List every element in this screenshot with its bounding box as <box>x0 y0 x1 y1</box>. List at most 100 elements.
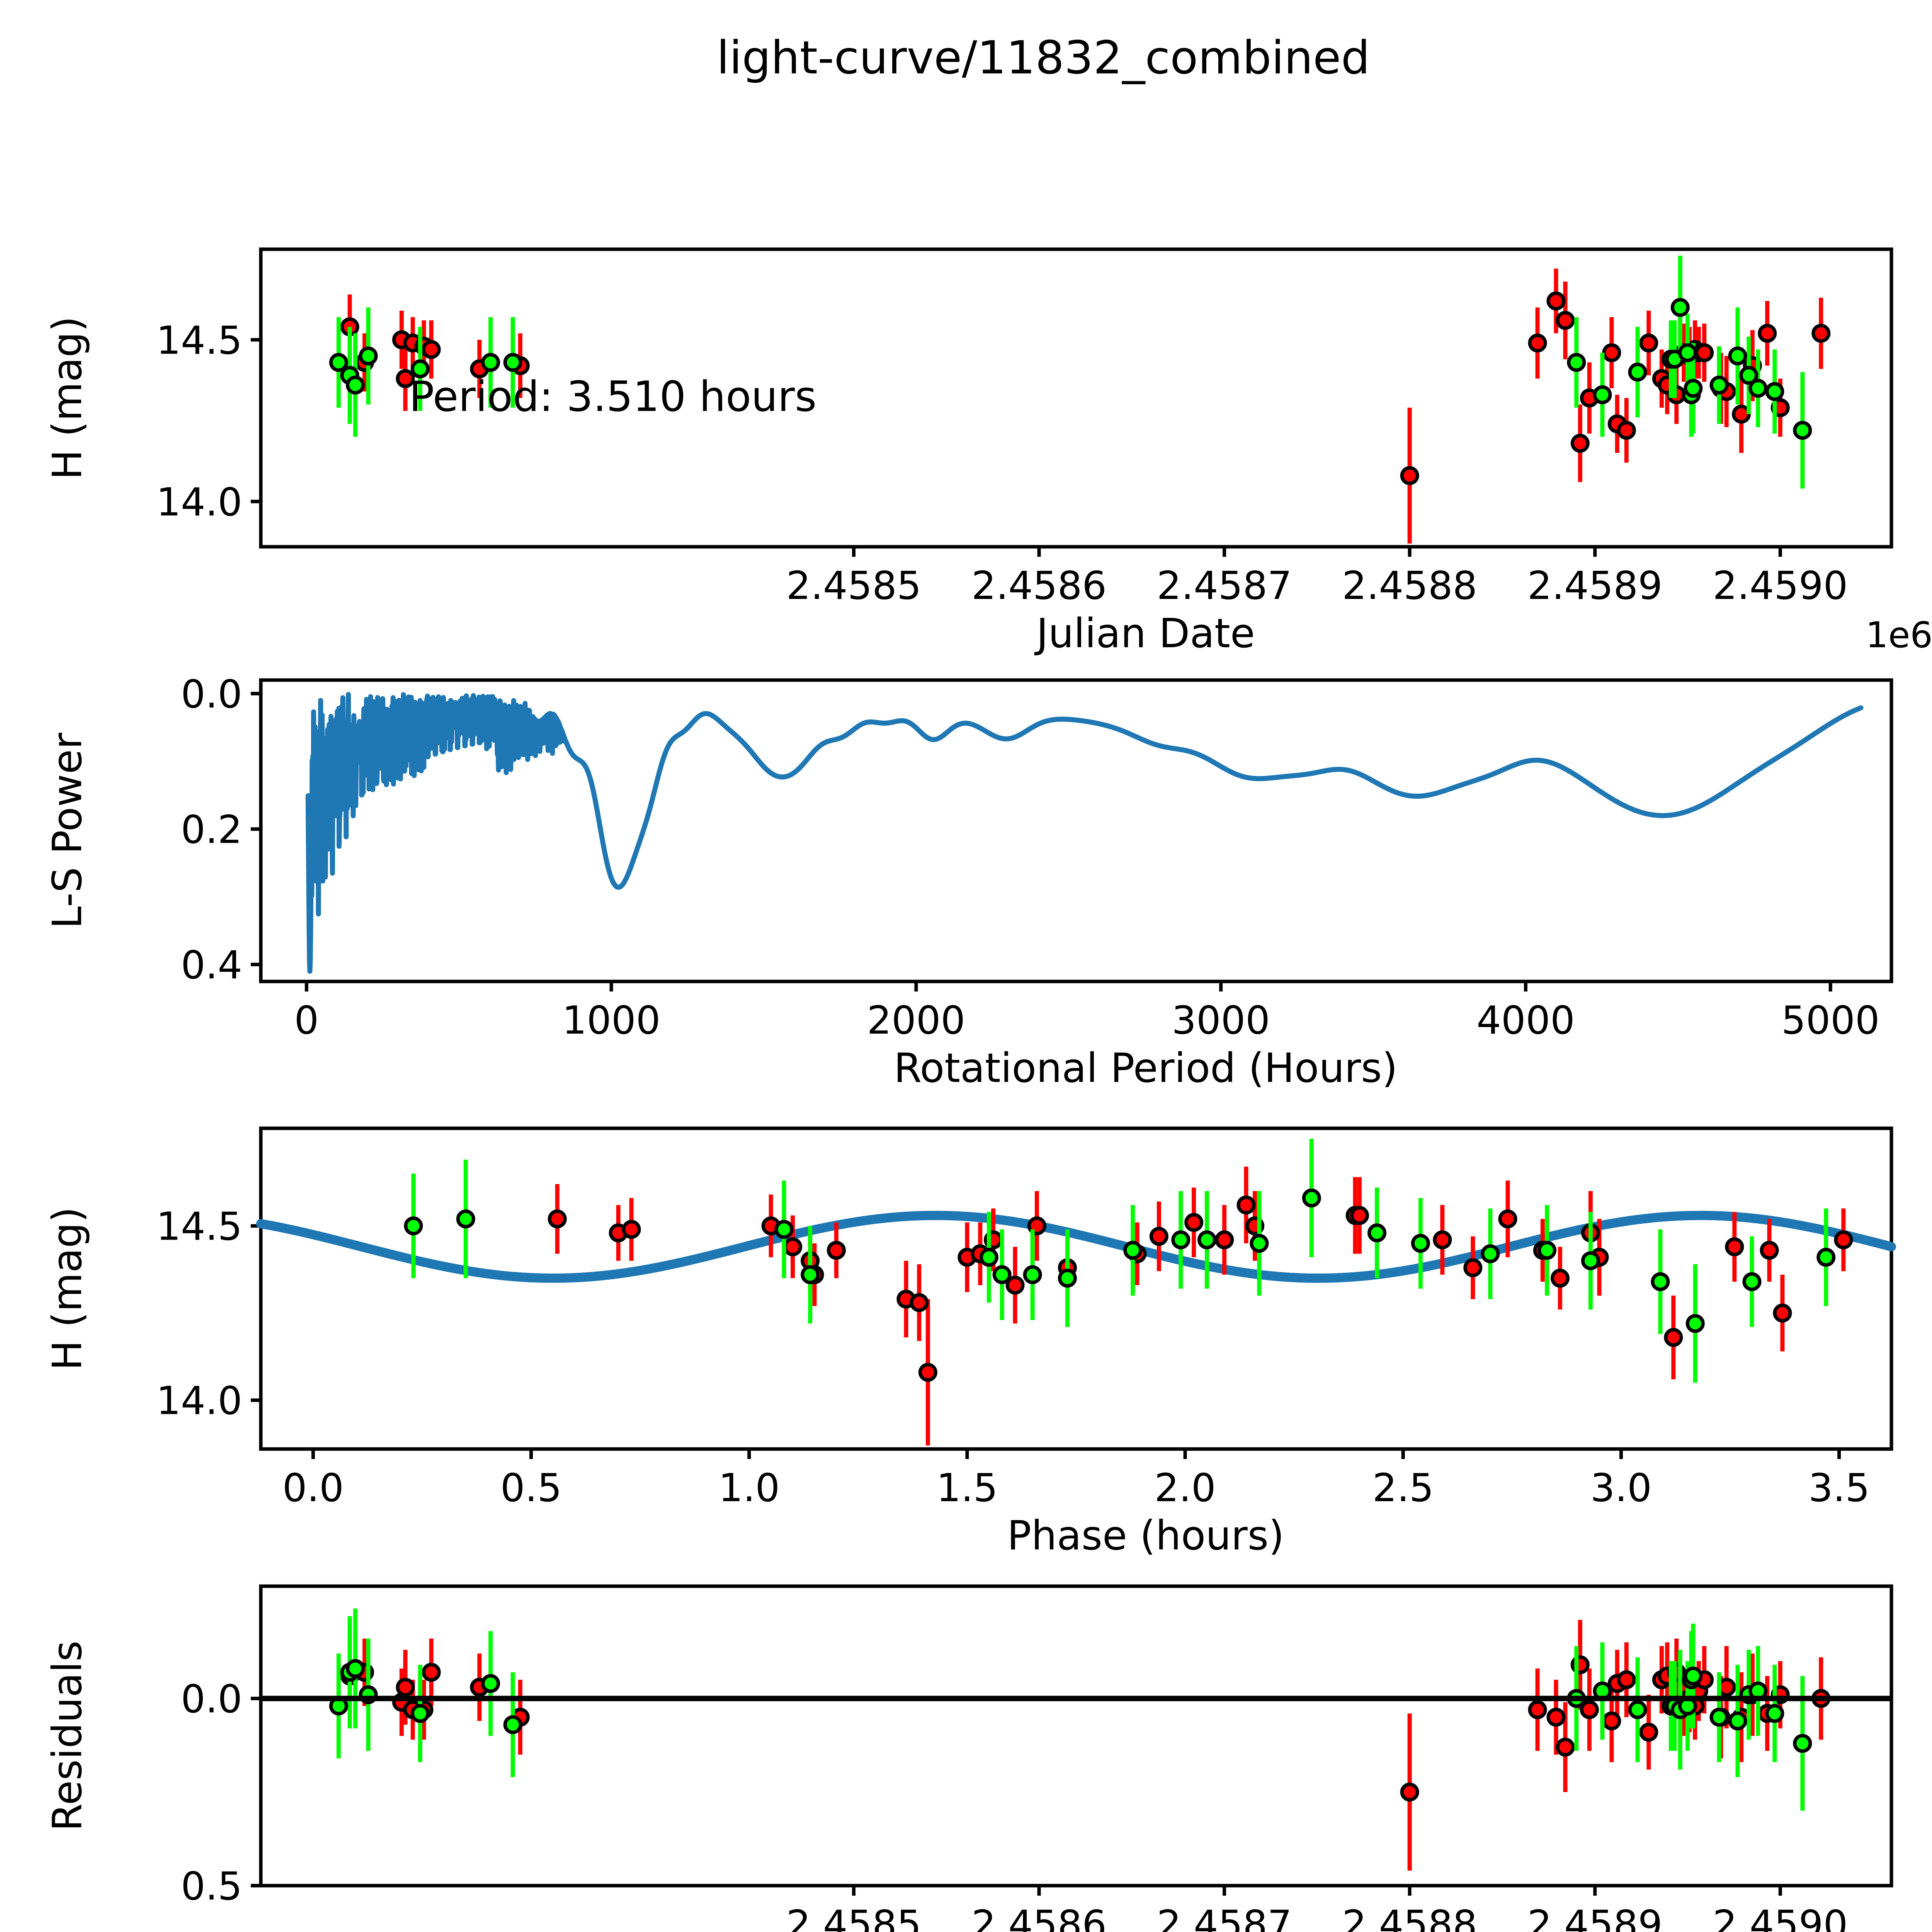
svg-text:0.2: 0.2 <box>181 807 242 852</box>
svg-text:2.4587: 2.4587 <box>1157 1902 1292 1932</box>
data-point <box>1685 1314 1705 1333</box>
svg-text:1.5: 1.5 <box>936 1465 998 1510</box>
panel-residuals: 2.4585 2.4586 2.4587 2.4588 2.4589 2.4590 0.0 0… <box>0 1546 1932 1932</box>
data-point <box>1639 333 1658 353</box>
data-point <box>1670 298 1690 317</box>
data-point <box>1463 1258 1483 1277</box>
data-point <box>1617 1670 1636 1689</box>
svg-text:14.0: 14.0 <box>156 480 242 525</box>
series-green <box>329 255 1812 489</box>
svg-text:1000: 1000 <box>562 998 661 1043</box>
panel-phase: 0.0 0.5 1.0 1.5 2.0 2.5 3.0 3.5 14.0 14.5 Phase (h… <box>0 1105 1932 1559</box>
svg-text:14.0: 14.0 <box>156 1378 242 1423</box>
data-point <box>422 340 441 359</box>
svg-text:5000: 5000 <box>1781 998 1880 1043</box>
svg-text:14.5: 14.5 <box>156 318 242 363</box>
data-point <box>1556 1738 1575 1757</box>
data-point <box>1581 1251 1600 1270</box>
data-point <box>359 346 378 366</box>
data-point <box>1628 1700 1647 1719</box>
series-green <box>404 1139 1836 1383</box>
data-point <box>1742 1272 1762 1291</box>
data-point <box>1760 1241 1779 1260</box>
data-point <box>1758 324 1777 343</box>
data-point <box>801 1265 820 1284</box>
svg-text:3000: 3000 <box>1172 998 1270 1043</box>
phase-points <box>404 1139 1853 1446</box>
data-point <box>1302 1188 1321 1208</box>
data-point <box>1400 1782 1419 1802</box>
data-point <box>992 1265 1012 1284</box>
data-point <box>1123 1241 1143 1260</box>
panel-lightcurve: 2.4585 2.4586 2.4587 2.4588 2.4589 2.4590 14.0… <box>0 216 1932 661</box>
svg-text:0.5: 0.5 <box>500 1465 562 1510</box>
data-point <box>1250 1234 1269 1253</box>
data-point <box>1748 379 1768 398</box>
svg-text:3.0: 3.0 <box>1590 1465 1652 1510</box>
data-point <box>1695 343 1714 362</box>
svg-text:0.5: 0.5 <box>181 1864 242 1909</box>
period-annotation: Period: 3.510 hours <box>409 372 817 421</box>
svg-text:0.0: 0.0 <box>181 1677 242 1722</box>
svg-text:14.5: 14.5 <box>156 1204 242 1249</box>
data-point <box>1570 434 1590 453</box>
data-point <box>1811 324 1831 343</box>
data-point <box>1546 291 1566 311</box>
svg-text:2.4590: 2.4590 <box>1713 563 1848 608</box>
lightcurve-points <box>329 255 1831 544</box>
series-red <box>548 1167 1853 1446</box>
data-point <box>1602 343 1621 362</box>
data-point <box>1023 1265 1042 1284</box>
series-red <box>340 1620 1831 1871</box>
svg-text:2.4588: 2.4588 <box>1342 563 1477 608</box>
data-point <box>481 1674 500 1693</box>
data-point <box>1793 421 1812 440</box>
data-point <box>622 1220 641 1239</box>
svg-text:2.4587: 2.4587 <box>1157 563 1292 608</box>
data-point <box>1816 1248 1836 1267</box>
sinusoid-fit-line <box>256 1211 1896 1283</box>
svg-text:2.4586: 2.4586 <box>971 563 1107 608</box>
data-point <box>410 359 430 379</box>
data-point <box>979 1248 998 1267</box>
data-point <box>1793 1734 1812 1753</box>
data-point <box>1149 1227 1168 1246</box>
data-point <box>422 1663 441 1682</box>
data-point <box>1537 1241 1557 1260</box>
data-point <box>1215 1230 1234 1250</box>
data-point <box>396 369 415 388</box>
data-point <box>503 353 522 372</box>
data-point <box>1664 1328 1683 1347</box>
svg-text:4000: 4000 <box>1476 998 1575 1043</box>
data-point <box>1765 1704 1784 1723</box>
svg-text:2.0: 2.0 <box>1155 1465 1216 1510</box>
svg-text:0: 0 <box>294 998 319 1043</box>
data-point <box>1367 1223 1387 1243</box>
data-point <box>1550 1269 1570 1288</box>
svg-text:0.0: 0.0 <box>181 672 242 717</box>
axis-ticks: 2.4585 2.4586 2.4587 2.4588 2.4589 2.4590 14.0… <box>156 318 1848 608</box>
data-point <box>1236 1195 1256 1214</box>
data-point <box>1498 1209 1517 1229</box>
x-axis-label: Julian Date <box>1034 610 1255 657</box>
svg-text:2.5: 2.5 <box>1372 1465 1434 1510</box>
data-point <box>1639 1723 1658 1742</box>
y-axis-label: H (mag) <box>44 1207 91 1370</box>
svg-text:2.4586: 2.4586 <box>971 1902 1107 1932</box>
data-point <box>1481 1244 1500 1264</box>
data-point <box>1684 1667 1703 1685</box>
data-point <box>1058 1269 1077 1288</box>
data-point <box>774 1220 794 1239</box>
data-point <box>1005 1276 1025 1295</box>
figure-title: light-curve/11832_combined <box>716 31 1370 84</box>
data-point <box>1617 421 1636 440</box>
data-point <box>1728 346 1747 366</box>
data-point <box>1411 1234 1430 1253</box>
data-point <box>783 1237 803 1257</box>
data-point <box>329 353 348 372</box>
data-point <box>827 1241 846 1260</box>
data-point <box>1433 1230 1452 1250</box>
y-axis-label: L-S Power <box>44 733 91 929</box>
axis-ticks: 2.4585 2.4586 2.4587 2.4588 2.4589 2.4590 0.0 0… <box>181 1677 1848 1932</box>
panel-periodogram: 0 1000 2000 3000 4000 5000 0.0 0.2 0.4 Rotational… <box>0 657 1932 1097</box>
